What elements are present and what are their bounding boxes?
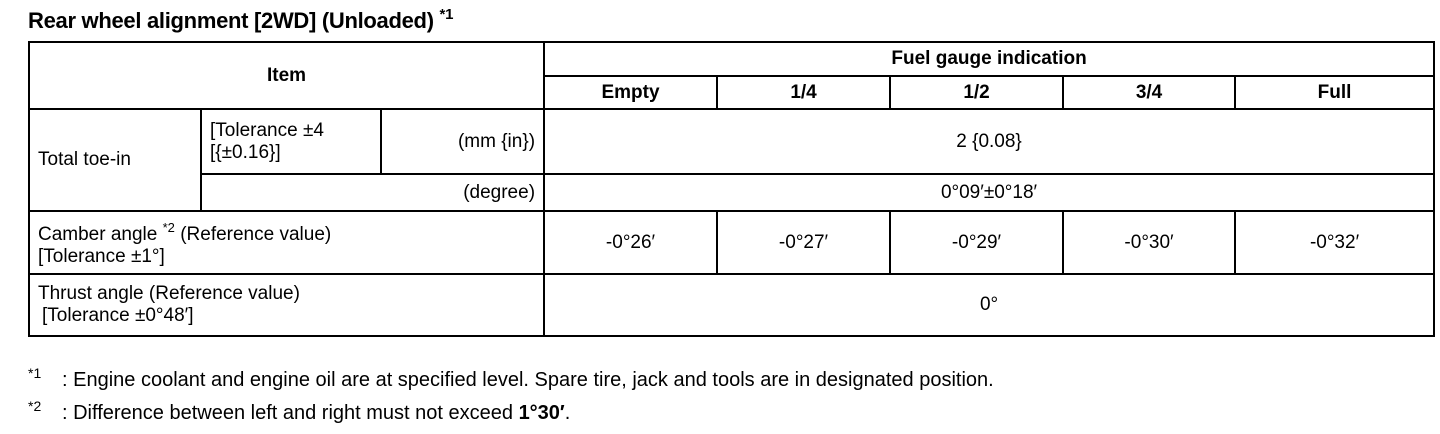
toe-in-unit-mm: (mm {in}) [379,108,546,175]
footnote-mark: *2 [28,398,42,414]
camber-label: Camber angle *2 (Reference value) [Tolera… [27,210,546,275]
fuel-level-header: 1/4 [716,75,892,110]
footnote-end: . [564,402,571,424]
table-row: Total toe-in [Tolerance ±4 [{±0.16}] (mm … [28,108,1436,212]
footnote-text: : Difference between left and right must… [62,402,519,424]
footnote-text: : Engine coolant and engine oil are at s… [62,369,994,391]
footnote: *2 : Difference between left and right mu… [28,393,994,426]
table-row: (degree) 0°09′±0°18′ [29,173,1436,212]
footnote-mark: *1 [28,365,42,381]
camber-label-text: Camber angle [38,224,158,245]
fuel-level-header: 3/4 [1062,75,1237,110]
camber-label-suffix: (Reference value) [180,224,332,245]
toe-in-label: Total toe-in [28,108,202,212]
camber-tolerance: [Tolerance ±1°] [38,246,165,267]
table-row: Camber angle *2 (Reference value) [Tolera… [27,210,1436,275]
fuel-gauge-header: Fuel gauge indication [543,41,1436,77]
page-title: Rear wheel alignment [2WD] (Unloaded) *1 [28,6,453,34]
toe-in-value-degree: 0°09′±0°18′ [543,173,1436,212]
camber-value: -0°30′ [1062,210,1237,275]
tolerance-line: [{±0.16}] [210,141,281,163]
tolerance-line: [Tolerance ±4 [210,119,324,141]
table-row: Thrust angle (Reference value) [Tolerance… [27,273,1436,337]
camber-value: -0°27′ [716,210,892,275]
thrust-tolerance: [Tolerance ±0°48′] [42,305,194,326]
camber-value: -0°26′ [543,210,719,275]
camber-note-mark: *2 [162,220,175,235]
toe-in-value-mm: 2 {0.08} [543,108,1436,175]
toe-in-tolerance: [Tolerance ±4 [{±0.16}] [200,108,382,175]
footnote: *1 : Engine coolant and engine oil are at… [28,360,994,393]
footnotes: *1 : Engine coolant and engine oil are at… [28,360,994,426]
item-header: Item [27,41,546,110]
title-note-mark: *1 [439,6,454,23]
toe-in-unit-degree: (degree) [199,173,546,212]
camber-value: -0°29′ [889,210,1065,275]
thrust-label: Thrust angle (Reference value) [Tolerance… [27,273,546,337]
thrust-value: 0° [543,273,1436,337]
fuel-level-header: Empty [543,75,719,110]
camber-value: -0°32′ [1234,210,1436,275]
thrust-label-text: Thrust angle (Reference value) [38,283,300,304]
fuel-level-header: Full [1234,75,1436,110]
footnote-bold-value: 1°30′ [518,402,565,424]
alignment-table: Item Fuel gauge indication Empty 1/4 1/2… [27,41,1436,337]
fuel-level-header: 1/2 [889,75,1065,110]
title-text: Rear wheel alignment [2WD] (Unloaded) [28,8,434,33]
